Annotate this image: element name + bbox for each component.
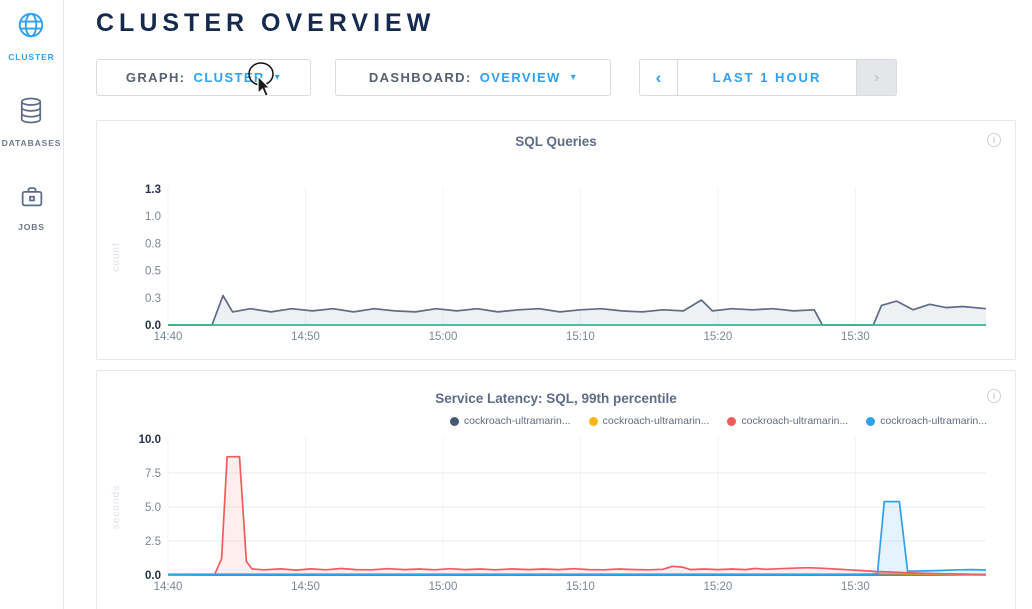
chart-title: Service Latency: SQL, 99th percentile: [435, 391, 677, 406]
y-tick-label: 10.0: [139, 434, 161, 446]
y-tick-label: 0.0: [145, 320, 161, 332]
graph-dropdown-label: GRAPH:: [125, 70, 186, 85]
legend-dot-icon: [727, 416, 737, 426]
y-tick-label: 0.3: [145, 293, 161, 305]
x-tick-label: 15:10: [566, 581, 595, 593]
chevron-left-icon: ‹: [655, 67, 662, 87]
sidebar-item-jobs[interactable]: JOBS: [18, 182, 46, 232]
sidebar-item-label: CLUSTER: [8, 52, 55, 62]
chart-title: SQL Queries: [515, 134, 597, 149]
sidebar-item-label: JOBS: [18, 222, 45, 232]
chevron-right-icon: ›: [874, 69, 879, 86]
x-tick-label: 15:00: [429, 331, 458, 343]
legend-item: cockroach-ultramarin...: [449, 415, 571, 427]
y-tick-label: 7.5: [145, 468, 161, 480]
x-tick-label: 14:40: [154, 331, 183, 343]
y-axis-label: seconds: [111, 485, 122, 529]
legend-item: cockroach-ultramarin...: [727, 415, 848, 427]
dashboard-dropdown-label: DASHBOARD:: [368, 70, 472, 85]
y-tick-label: 0.0: [145, 570, 161, 582]
service-latency-chart-card: Service Latency: SQL, 99th percentile i …: [96, 370, 1016, 609]
legend-dot-icon: [449, 416, 459, 426]
y-axis-label: count: [111, 242, 122, 271]
globe-icon: [16, 10, 46, 45]
y-tick-label: 0.8: [145, 238, 161, 250]
database-icon: [17, 96, 45, 131]
legend-label: cockroach-ultramarin...: [741, 415, 849, 427]
chart-legend: cockroach-ultramarin... cockroach-ultram…: [167, 415, 987, 427]
sql-queries-chart-card: SQL Queries i 0.0 0.3 0.5 0.8 1.0 1.3 14:40 14:…: [96, 120, 1016, 360]
x-tick-label: 15:00: [429, 581, 458, 593]
graph-dropdown-value: CLUSTER: [193, 70, 265, 85]
x-tick-label: 14:50: [291, 331, 320, 343]
series-line-sql-queries: [168, 294, 987, 326]
x-tick-label: 14:40: [154, 581, 183, 593]
series-line-node-3-red: [167, 455, 987, 576]
sidebar-item-databases[interactable]: DATABASES: [2, 96, 62, 148]
legend-dot-icon: [588, 416, 598, 426]
series-area-node-3-red: [168, 456, 986, 575]
sidebar-item-label: DATABASES: [1, 138, 62, 148]
chevron-down-icon: ▾: [570, 72, 578, 83]
legend-item: cockroach-ultramarin...: [588, 415, 710, 427]
sidebar-item-cluster[interactable]: CLUSTER: [8, 10, 54, 62]
legend-label: cockroach-ultramarin...: [602, 415, 710, 427]
x-tick-label: 14:50: [291, 581, 320, 593]
legend-item: cockroach-ultramarin...: [866, 415, 987, 427]
time-range-button[interactable]: LAST 1 HOUR: [712, 70, 822, 85]
y-tick-label: 2.5: [145, 536, 161, 548]
dashboard-dropdown-value: OVERVIEW: [479, 70, 561, 85]
briefcase-icon: [18, 182, 46, 215]
y-tick-label: 5.0: [145, 502, 161, 514]
x-tick-label: 15:30: [841, 331, 870, 343]
x-tick-label: 15:30: [841, 581, 870, 593]
main-content: CLUSTER OVERVIEW GRAPH: CLUSTER ▾ DASHBO…: [64, 0, 1032, 609]
series-area-node-4-blue: [168, 501, 986, 575]
legend-label: cockroach-ultramarin...: [463, 415, 571, 427]
y-tick-label: 0.5: [145, 266, 161, 278]
time-window-selector: ‹ LAST 1 HOUR ›: [639, 59, 897, 96]
series-line-node-4-blue: [168, 500, 987, 576]
x-tick-label: 15:10: [566, 331, 595, 343]
y-tick-label: 1.3: [145, 184, 161, 196]
page-title: CLUSTER OVERVIEW: [96, 9, 436, 37]
dashboard-dropdown[interactable]: DASHBOARD: OVERVIEW ▾: [335, 59, 611, 96]
y-tick-label: 1.0: [145, 211, 161, 223]
time-next-button-disabled[interactable]: ›: [856, 60, 896, 95]
x-tick-label: 15:20: [704, 331, 733, 343]
info-icon[interactable]: i: [987, 133, 1001, 147]
time-prev-button[interactable]: ‹: [640, 60, 678, 95]
sidebar: CLUSTER DATABASES JOBS: [0, 0, 64, 609]
info-icon[interactable]: i: [987, 389, 1001, 403]
chevron-down-icon: ▾: [274, 72, 282, 83]
sql-queries-chart: 0.0 0.3 0.5 0.8 1.0 1.3 14:40 14:50 15:00 15:10 15…: [111, 184, 987, 343]
legend-label: cockroach-ultramarin...: [880, 415, 987, 427]
legend-dot-icon: [866, 416, 876, 426]
service-latency-chart: 0.0 2.5 5.0 7.5 10.0 14:40 14:50 15:00 15:10 15:2…: [111, 434, 987, 593]
graph-dropdown[interactable]: GRAPH: CLUSTER ▾: [96, 59, 311, 96]
x-tick-label: 15:20: [704, 581, 733, 593]
